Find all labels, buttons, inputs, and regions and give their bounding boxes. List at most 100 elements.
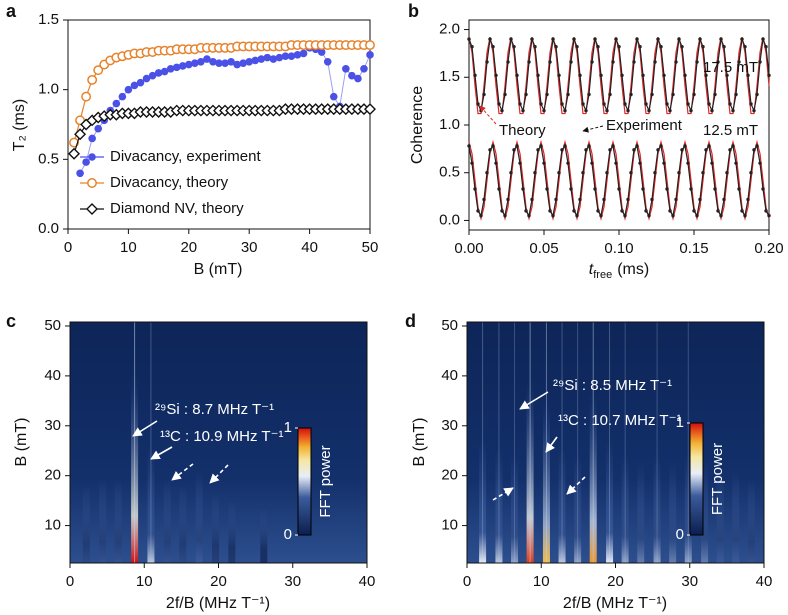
annotation-arrow	[545, 436, 558, 453]
x-label-sub: free	[593, 269, 612, 281]
y-tick-label: 30	[441, 417, 458, 434]
point	[485, 171, 489, 175]
point	[707, 102, 711, 106]
point	[614, 37, 618, 41]
x-tick-label: 20	[210, 573, 227, 590]
point	[545, 92, 549, 97]
point	[287, 52, 296, 61]
x-tick-label: 40	[756, 573, 773, 590]
spectral-line	[479, 440, 487, 563]
point	[506, 60, 510, 64]
point	[575, 45, 579, 49]
point	[527, 213, 531, 218]
point	[136, 78, 145, 87]
point	[593, 37, 597, 41]
point	[93, 65, 104, 76]
point	[686, 161, 690, 165]
annotation-arrow	[209, 464, 229, 484]
y-axis-label: B (mT)	[13, 418, 30, 467]
point	[245, 58, 253, 66]
x-axis-label: 2f/B (MHz T⁻¹)	[563, 595, 667, 612]
point	[653, 60, 657, 64]
point	[482, 92, 486, 97]
point	[74, 128, 87, 141]
point	[488, 148, 492, 152]
y-axis-label: T₂ (ms)	[11, 99, 28, 151]
point	[671, 92, 675, 97]
x-tick-label: 30	[241, 239, 258, 256]
annotation-arrow	[171, 463, 194, 481]
point	[575, 213, 579, 218]
point	[635, 144, 639, 148]
point	[500, 108, 504, 113]
spectral-line	[606, 440, 614, 563]
point	[551, 213, 555, 218]
point	[671, 213, 675, 218]
point	[695, 213, 699, 218]
spectral-line	[195, 470, 203, 563]
point	[701, 45, 705, 49]
point	[323, 58, 332, 66]
point	[689, 187, 693, 191]
point	[704, 73, 708, 78]
x-tick-label: 0.05	[529, 240, 558, 257]
point	[515, 73, 519, 78]
y-tick-label: 0.5	[439, 164, 460, 181]
point	[473, 187, 477, 191]
annotation: 17.5 mT	[703, 59, 758, 76]
spectral-line	[82, 485, 90, 563]
point	[509, 37, 513, 41]
point	[557, 73, 561, 78]
annotation-arrow	[492, 487, 514, 501]
point	[677, 171, 681, 175]
annotation: Theory	[499, 122, 546, 139]
point	[581, 102, 585, 106]
point	[554, 45, 558, 49]
annotation: Experiment	[606, 117, 683, 134]
point	[263, 53, 272, 62]
point	[737, 187, 741, 191]
point	[734, 161, 738, 165]
spectral-line	[511, 455, 519, 563]
point	[728, 148, 732, 152]
point	[605, 171, 609, 175]
point	[728, 102, 732, 106]
spectral-line	[163, 478, 171, 563]
point	[686, 102, 690, 106]
point	[617, 187, 621, 191]
annotation: 12.5 mT	[703, 122, 758, 139]
point	[692, 92, 696, 97]
annotation-arrow	[582, 125, 604, 133]
x-tick-label: 0.10	[604, 240, 633, 257]
point	[572, 37, 576, 41]
point	[584, 148, 588, 152]
point	[560, 148, 564, 152]
point	[281, 52, 290, 61]
point	[665, 102, 669, 106]
point	[656, 37, 660, 41]
point	[515, 144, 519, 148]
y-tick-label: 1.5	[439, 68, 460, 85]
spectral-line	[179, 485, 187, 563]
point	[536, 73, 540, 78]
spectral-line	[589, 395, 597, 563]
spectral-line	[747, 478, 755, 563]
point	[746, 73, 750, 78]
point	[521, 108, 525, 113]
y-tick-label: 50	[441, 317, 458, 334]
y-tick-label: 1.0	[439, 116, 460, 133]
point	[209, 58, 217, 66]
point	[467, 144, 471, 148]
point	[620, 73, 624, 78]
point	[743, 45, 747, 49]
point	[527, 60, 531, 64]
point	[503, 213, 507, 218]
y-tick-label: 20	[44, 467, 61, 484]
point	[626, 197, 630, 202]
point	[366, 51, 374, 59]
point	[82, 158, 90, 166]
point	[650, 92, 654, 97]
legend-marker	[86, 203, 98, 215]
point	[617, 45, 621, 49]
point	[160, 67, 169, 76]
